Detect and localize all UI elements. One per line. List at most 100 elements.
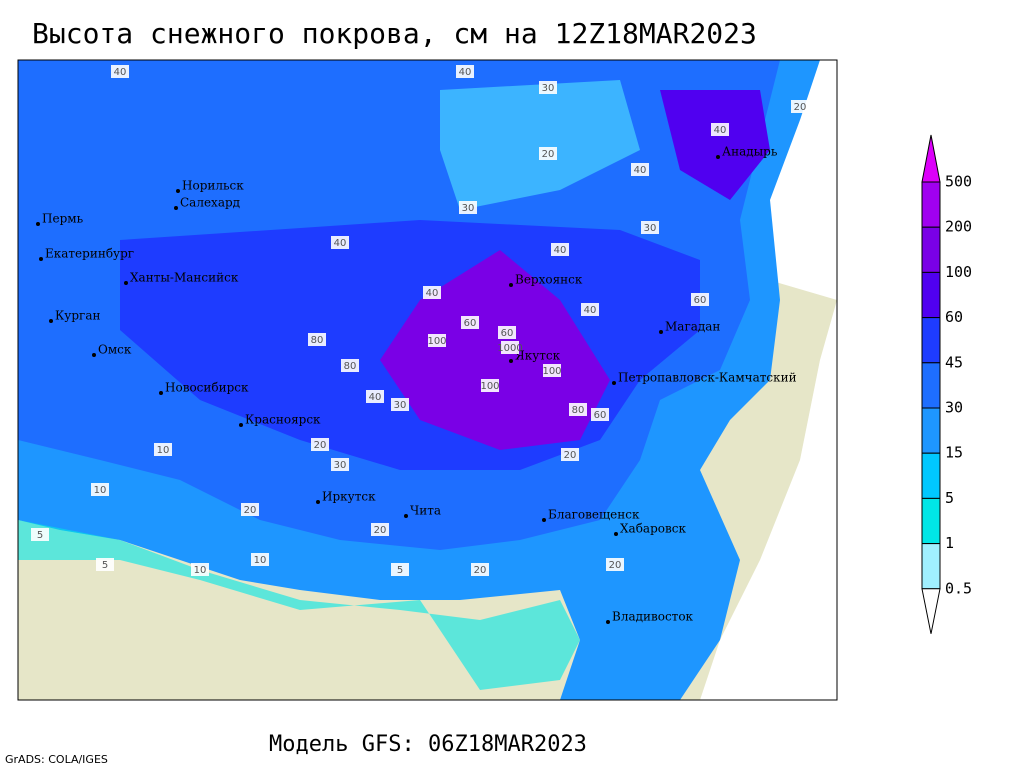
city-dot (612, 381, 616, 385)
city-label: Петропавловск-Камчатский (618, 371, 797, 385)
contour-label: 30 (394, 400, 407, 411)
contour-label-box (311, 438, 329, 451)
city-dot (159, 391, 163, 395)
city-dot (39, 257, 43, 261)
contour-label: 60 (594, 410, 607, 421)
contour-label: 5 (102, 560, 108, 571)
contour-label-box (606, 558, 624, 571)
contour-label: 100 (480, 381, 499, 392)
snow-60 (660, 90, 770, 200)
contour-label-box (569, 403, 587, 416)
contour-label: 60 (464, 318, 477, 329)
contour-label-box (331, 236, 349, 249)
contour-label-box (539, 81, 557, 94)
city-dot (92, 353, 96, 357)
contour-label: 40 (459, 67, 472, 78)
legend-label: 45 (945, 353, 963, 371)
contour-label: 20 (609, 560, 622, 571)
contour-label-box (551, 243, 569, 256)
contour-label: 1000 (497, 343, 522, 354)
contour-label: 60 (694, 295, 707, 306)
map: Анадырь Норильск Салехард Пермь Екатеринбург… (17, 59, 838, 701)
city-dot (316, 500, 320, 504)
city-dot (509, 283, 513, 287)
legend-swatch (921, 317, 941, 364)
legend-swatch (921, 181, 941, 228)
contour-label: 100 (427, 336, 446, 347)
contour-label-box (691, 293, 709, 306)
city-label: Верхоянск (515, 273, 583, 287)
arctic-ice (440, 80, 640, 210)
legend-label: 5 (945, 489, 954, 507)
legend-swatch (921, 407, 941, 454)
contour-label: 20 (564, 450, 577, 461)
city-dot (716, 155, 720, 159)
city-label: Омск (98, 343, 132, 357)
legend-label: 0.5 (945, 579, 972, 597)
contour-label-box (331, 458, 349, 471)
legend-swatch (921, 271, 941, 319)
contour-label-box (459, 201, 477, 214)
city-label: Екатеринбург (45, 247, 134, 261)
city-label: Владивосток (612, 610, 694, 624)
contour-label: 30 (542, 83, 555, 94)
map-frame (17, 59, 838, 701)
city-label: Красноярск (245, 413, 321, 427)
contour-label-box (581, 303, 599, 316)
contour-label-box (471, 563, 489, 576)
city-label: Благовещенск (548, 508, 640, 522)
contour-label-box (371, 523, 389, 536)
contour-label: 40 (369, 392, 382, 403)
contour-label-box (539, 147, 557, 160)
legend-label: 100 (945, 263, 972, 281)
contour-label-box (428, 334, 446, 347)
legend: 500 200 100 60 45 30 15 5 1 0.5 (921, 134, 972, 634)
city-label: Ханты-Мансийск (130, 271, 239, 285)
legend-label: 1 (945, 534, 954, 552)
legend-swatch (921, 362, 941, 409)
city-label: Курган (55, 309, 100, 323)
city-label: Салехард (180, 196, 240, 210)
city-label: Чита (410, 504, 441, 518)
city-label: Анадырь (722, 145, 778, 159)
legend-swatch (921, 226, 941, 273)
contour-label: 100 (542, 366, 561, 377)
city-dot (239, 423, 243, 427)
contour-label-box (791, 100, 809, 113)
contour-label: 40 (114, 67, 127, 78)
contour-label-box (501, 341, 519, 354)
legend-label: 60 (945, 308, 963, 326)
contour-label: 40 (334, 238, 347, 249)
credit: GrADS: COLA/IGES (5, 753, 108, 766)
contour-label: 30 (334, 460, 347, 471)
contour-label: 20 (244, 505, 257, 516)
contour-label-box (391, 398, 409, 411)
city-dot (124, 281, 128, 285)
legend-label: 30 (945, 399, 963, 417)
city-label: Иркутск (322, 490, 376, 504)
contour-label: 20 (474, 565, 487, 576)
contour-label: 20 (374, 525, 387, 536)
legend-cap-top (921, 134, 941, 183)
contour-label: 10 (194, 565, 207, 576)
contour-label: 20 (314, 440, 327, 451)
contour-label: 5 (397, 565, 403, 576)
city-label: Якутск (515, 349, 561, 363)
city-label: Хабаровск (620, 522, 686, 536)
model-run: Модель GFS: 06Z18MAR2023 (269, 732, 587, 757)
contour-label: 10 (94, 485, 107, 496)
contour-label: 5 (37, 530, 43, 541)
contour-label-box (631, 163, 649, 176)
contour-label-box (366, 390, 384, 403)
city-dot (614, 532, 618, 536)
contour-label-box (498, 326, 516, 339)
contour-label-box (456, 65, 474, 78)
contour-label: 40 (584, 305, 597, 316)
contour-label: 30 (462, 203, 475, 214)
contour-label-box (641, 221, 659, 234)
city-dot (606, 620, 610, 624)
contour-label-box (561, 448, 579, 461)
contour-label-box (191, 563, 209, 576)
city-dot (659, 330, 663, 334)
